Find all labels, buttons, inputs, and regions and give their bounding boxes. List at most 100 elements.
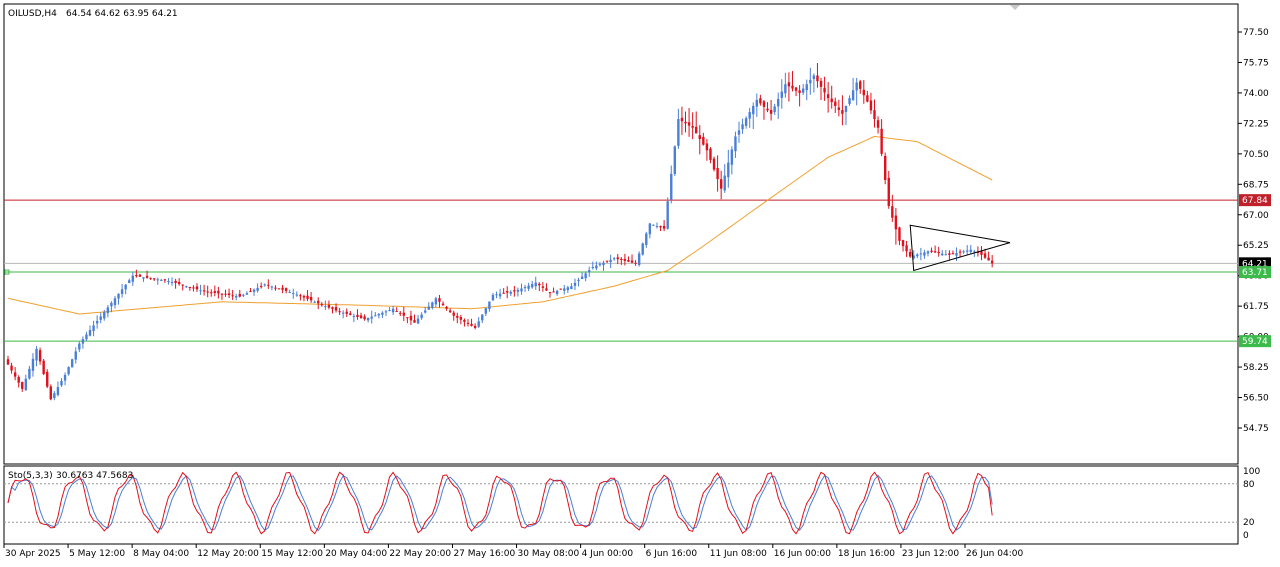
- candle-body: [641, 243, 644, 255]
- candle-body: [477, 321, 480, 327]
- candle-body: [637, 253, 641, 266]
- candle-body: [331, 307, 334, 310]
- candle-body: [805, 84, 808, 91]
- stoch-signal-line: [7, 474, 993, 532]
- candle-body: [6, 359, 10, 365]
- y-tick-label: 75.75: [1243, 58, 1269, 68]
- candle-body: [249, 291, 252, 293]
- candle-body: [110, 302, 113, 307]
- candle-body: [438, 298, 441, 302]
- candle-body: [434, 298, 438, 305]
- candle-body: [719, 179, 723, 189]
- candle-body: [491, 294, 495, 301]
- candle-body: [370, 316, 373, 319]
- x-tick-label: 18 Jun 16:00: [838, 549, 895, 559]
- candle-body: [24, 378, 28, 390]
- candle-body: [563, 288, 566, 291]
- ohlc-readout: 64.54 64.62 63.95 64.21: [66, 9, 178, 19]
- candle-body: [655, 226, 659, 228]
- candle-body: [156, 279, 159, 281]
- candle-body: [470, 324, 473, 326]
- candle-body: [766, 108, 769, 111]
- x-tick-label: 12 May 20:00: [197, 549, 259, 559]
- candle-body: [409, 315, 413, 321]
- candle-body: [673, 146, 677, 174]
- candle-body: [313, 301, 316, 303]
- candle-body: [456, 315, 459, 318]
- candle-body: [837, 107, 841, 110]
- stoch-tick-label: 80: [1243, 480, 1255, 490]
- candle-body: [705, 143, 709, 151]
- scroll-arrow-icon[interactable]: [1010, 5, 1020, 10]
- candle-body: [695, 126, 698, 134]
- candle-body: [723, 175, 726, 191]
- candle-body: [473, 325, 477, 328]
- candle-body: [727, 162, 730, 178]
- x-tick-label: 30 Apr 2025: [5, 549, 61, 559]
- candle-body: [152, 278, 156, 280]
- horizontal-levels: [4, 199, 1238, 342]
- candle-body: [402, 312, 406, 316]
- candle-body: [324, 306, 327, 308]
- candle-body: [752, 105, 755, 115]
- candle-body: [160, 279, 163, 281]
- candle-body: [498, 293, 502, 297]
- y-tick-label: 72.25: [1243, 119, 1269, 129]
- candle-body: [577, 279, 580, 281]
- candle-body: [363, 316, 366, 320]
- candle-body: [345, 311, 348, 314]
- candle-body: [894, 215, 898, 230]
- candle-body: [602, 262, 605, 266]
- y-tick-label: 77.50: [1243, 28, 1269, 38]
- candle-body: [256, 287, 259, 291]
- candle-body: [181, 284, 184, 286]
- ma-line: [7, 135, 993, 315]
- candle-body: [559, 288, 562, 290]
- candle-body: [295, 294, 299, 296]
- candle-body: [145, 275, 149, 278]
- candle-body: [819, 80, 823, 87]
- candle-body: [484, 308, 488, 314]
- candle-body: [21, 382, 24, 389]
- candle-body: [506, 291, 509, 293]
- current-price-tag-text: 64.21: [1242, 259, 1268, 269]
- candle-body: [128, 280, 131, 284]
- candle-body: [944, 254, 948, 256]
- candle-body: [459, 317, 463, 320]
- y-tick-label: 74.00: [1243, 89, 1269, 99]
- candle-body: [416, 318, 420, 324]
- candle-body: [38, 350, 42, 362]
- candle-body: [67, 367, 70, 375]
- resistance-tag-text: 67.84: [1242, 196, 1268, 206]
- candle-body: [973, 251, 976, 253]
- main-panel: [3, 3, 1239, 465]
- candle-body: [92, 325, 95, 332]
- candle-body: [74, 351, 77, 360]
- x-tick-label: 26 Jun 04:00: [966, 549, 1023, 559]
- candle-body: [862, 89, 866, 96]
- candle-body: [406, 317, 409, 319]
- candle-body: [923, 252, 926, 256]
- candle-body: [245, 293, 249, 295]
- candle-body: [49, 386, 52, 400]
- price-axis: 77.50 75.75 74.00 72.25 70.50 68.75 67.00 65.25…: [1238, 28, 1269, 434]
- candle-body: [855, 82, 858, 91]
- candle-body: [292, 293, 295, 295]
- candle-body: [227, 293, 231, 296]
- candle-body: [106, 307, 110, 314]
- candle-body: [374, 315, 377, 317]
- candle-body: [769, 109, 773, 114]
- candle-body: [149, 277, 152, 279]
- y-tick-label: 70.50: [1243, 150, 1269, 160]
- x-tick-label: 4 Jun 00:00: [582, 549, 634, 559]
- candle-body: [777, 99, 780, 107]
- candle-body: [270, 286, 274, 288]
- candle-body: [784, 84, 787, 94]
- candle-body: [987, 257, 990, 261]
- candle-body: [185, 286, 188, 288]
- candle-body: [138, 274, 142, 277]
- candle-body: [848, 98, 851, 104]
- candle-body: [352, 315, 356, 317]
